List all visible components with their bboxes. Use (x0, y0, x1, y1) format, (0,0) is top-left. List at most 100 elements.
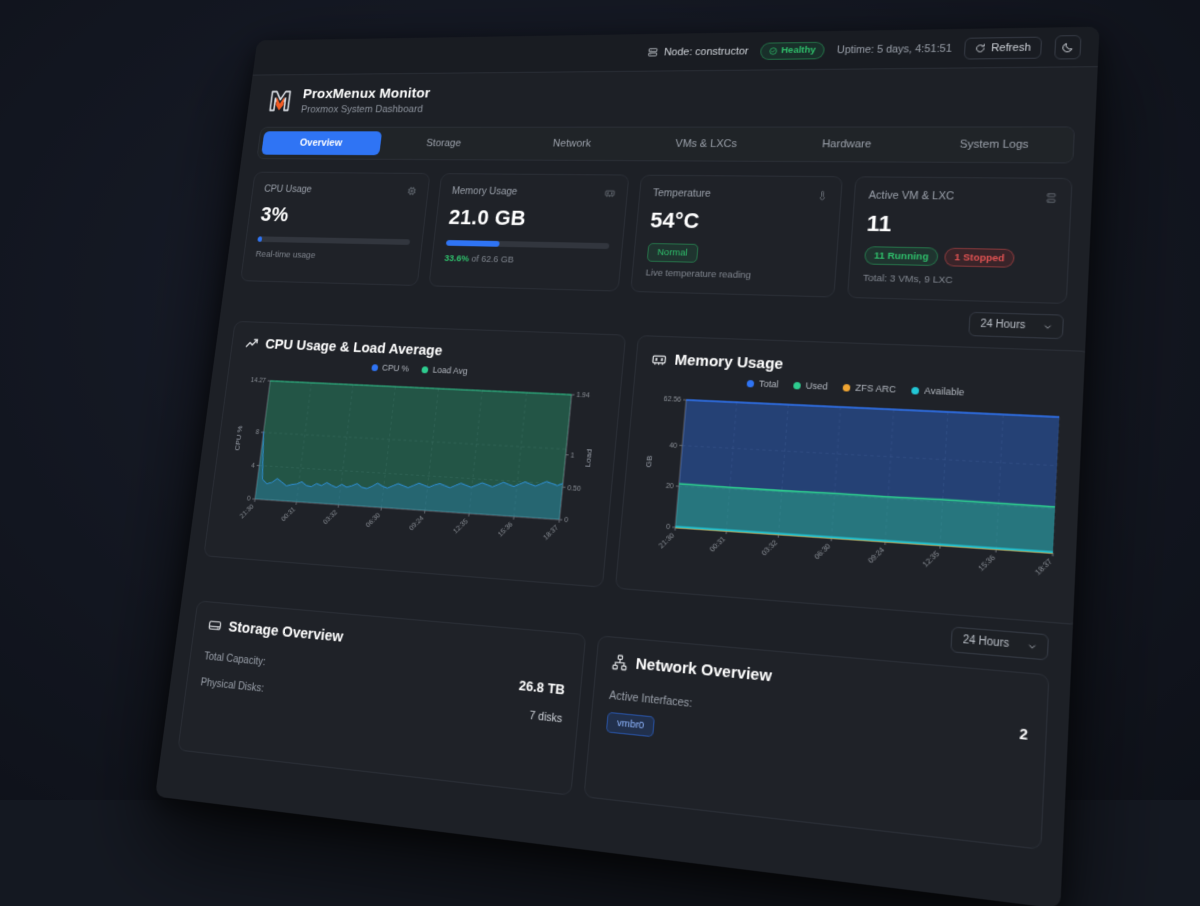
temperature-card-value: 54°C (649, 208, 826, 236)
tab-overview[interactable]: Overview (261, 131, 381, 155)
memory-chart-title: Memory Usage (674, 352, 784, 374)
tab-hardware[interactable]: Hardware (776, 131, 919, 157)
storage-physical-disks-label: Physical Disks: (200, 676, 265, 695)
legend-label-zfs: ZFS ARC (855, 382, 896, 394)
app-titles: ProxMenux Monitor Proxmox System Dashboa… (300, 86, 431, 116)
cpu-progress-bar (257, 236, 410, 244)
time-range-select-top[interactable]: 24 Hours (969, 312, 1064, 339)
legend-zfs-arc: ZFS ARC (842, 382, 896, 395)
temperature-card-footer: Live temperature reading (645, 268, 821, 283)
vms-running-badge: 11 Running (864, 246, 939, 266)
svg-text:0: 0 (247, 496, 251, 503)
memory-card-value: 21.0 GB (448, 205, 613, 232)
uptime-label: Uptime: 5 days, 4:51:51 (837, 42, 953, 55)
svg-text:0: 0 (564, 517, 569, 524)
theme-toggle-button[interactable] (1054, 35, 1081, 59)
legend-dot-total (746, 379, 754, 387)
proxmenux-dashboard-window: Node: constructor Healthy Uptime: 5 days… (155, 27, 1099, 906)
stat-card-temperature: Temperature 54°C Normal Live temperature… (630, 175, 843, 298)
memory-stick-icon (651, 352, 667, 368)
vms-card-label: Active VM & LXC (868, 189, 1056, 203)
memory-stick-icon (604, 186, 616, 203)
status-badge-health: Healthy (760, 41, 826, 59)
main-tabs: Overview Storage Network VMs & LXCs Hard… (256, 126, 1075, 163)
legend-label-load: Load Avg (432, 365, 468, 376)
cpu-chart-title: CPU Usage & Load Average (264, 336, 443, 359)
vms-card-value: 11 (866, 211, 1056, 241)
node-info: Node: constructor (647, 45, 749, 58)
svg-text:15:36: 15:36 (978, 554, 998, 573)
svg-text:21:30: 21:30 (239, 503, 255, 520)
svg-text:14.27: 14.27 (250, 378, 266, 385)
svg-text:CPU %: CPU % (233, 426, 244, 451)
memory-percent-label: 33.6% (444, 253, 470, 264)
tab-storage[interactable]: Storage (381, 131, 506, 155)
screenshot-stage: Node: constructor Healthy Uptime: 5 days… (0, 0, 1200, 800)
memory-card-label: Memory Usage (451, 185, 615, 198)
network-icon (612, 654, 629, 671)
stat-card-memory: Memory Usage 21.0 GB 33.6% of 62.6 GB (428, 173, 629, 291)
time-range-value-top: 24 Hours (980, 318, 1026, 331)
svg-text:06:30: 06:30 (365, 512, 382, 529)
panel-memory-chart: Memory Usage Total Used ZFS ARC (615, 335, 1092, 625)
cpu-card-label: CPU Usage (264, 184, 417, 197)
cpu-chip-icon (406, 184, 418, 201)
temperature-status-badge: Normal (647, 243, 699, 263)
svg-text:8: 8 (255, 430, 259, 437)
cpu-card-value: 3% (259, 203, 414, 229)
svg-text:00:31: 00:31 (281, 506, 297, 523)
tab-system-logs[interactable]: System Logs (920, 132, 1069, 159)
health-badge-label: Healthy (781, 45, 816, 56)
memory-total-label: of 62.6 GB (471, 253, 514, 265)
legend-dot-zfs (842, 383, 850, 391)
check-circle-icon (769, 47, 778, 55)
svg-text:0: 0 (666, 524, 671, 532)
legend-label-available: Available (924, 385, 964, 397)
svg-text:15:36: 15:36 (497, 521, 514, 539)
stat-card-vms: Active VM & LXC 11 11 Running 1 Stopped … (847, 176, 1073, 304)
server-icon (647, 47, 658, 57)
svg-text:03:32: 03:32 (761, 539, 780, 558)
panel-network-overview: Network Overview Active Interfaces: 2 vm… (583, 635, 1049, 850)
legend-load-avg: Load Avg (421, 364, 468, 376)
chevron-down-icon (1027, 641, 1037, 651)
node-label: Node: constructor (664, 45, 749, 57)
svg-text:09:24: 09:24 (867, 546, 886, 565)
vms-stopped-badge: 1 Stopped (944, 248, 1015, 268)
page-title: ProxMenux Monitor (302, 86, 431, 103)
network-active-interfaces-label: Active Interfaces: (609, 689, 693, 710)
tab-network[interactable]: Network (507, 131, 638, 156)
svg-text:0.50: 0.50 (567, 485, 581, 493)
storage-panel-title: Storage Overview (227, 618, 344, 646)
svg-text:09:24: 09:24 (408, 515, 425, 532)
server-stack-icon (1045, 190, 1058, 209)
svg-text:18:37: 18:37 (543, 524, 560, 542)
memory-card-footer: 33.6% of 62.6 GB (444, 253, 608, 267)
temperature-card-label: Temperature (652, 187, 827, 201)
svg-text:12:35: 12:35 (452, 518, 469, 536)
vms-status-chips: 11 Running 1 Stopped (864, 246, 1054, 269)
vms-card-footer: Total: 3 VMs, 9 LXC (863, 273, 1053, 289)
legend-dot-used (793, 381, 801, 389)
refresh-label: Refresh (991, 41, 1031, 53)
legend-dot-load (421, 366, 428, 373)
svg-text:GB: GB (644, 455, 654, 467)
storage-physical-disks-value: 7 disks (529, 709, 563, 725)
legend-used: Used (793, 380, 828, 392)
legend-dot-available (911, 386, 919, 394)
app-header: ProxMenux Monitor Proxmox System Dashboa… (246, 67, 1098, 125)
network-active-interfaces-value: 2 (1019, 725, 1028, 743)
network-interface-pill[interactable]: vmbr0 (606, 712, 656, 738)
svg-text:21:30: 21:30 (658, 532, 676, 550)
panel-cpu-load-chart: CPU Usage & Load Average CPU % Load Avg … (203, 321, 626, 588)
svg-text:1.94: 1.94 (576, 392, 590, 400)
legend-available: Available (911, 385, 965, 398)
refresh-button[interactable]: Refresh (964, 36, 1042, 59)
time-range-value-bottom: 24 Hours (962, 634, 1009, 650)
svg-text:62.56: 62.56 (663, 396, 681, 404)
svg-text:00:31: 00:31 (709, 535, 727, 553)
svg-text:1: 1 (570, 452, 575, 459)
tab-vms-lxcs[interactable]: VMs & LXCs (638, 131, 775, 157)
svg-text:40: 40 (669, 442, 678, 450)
